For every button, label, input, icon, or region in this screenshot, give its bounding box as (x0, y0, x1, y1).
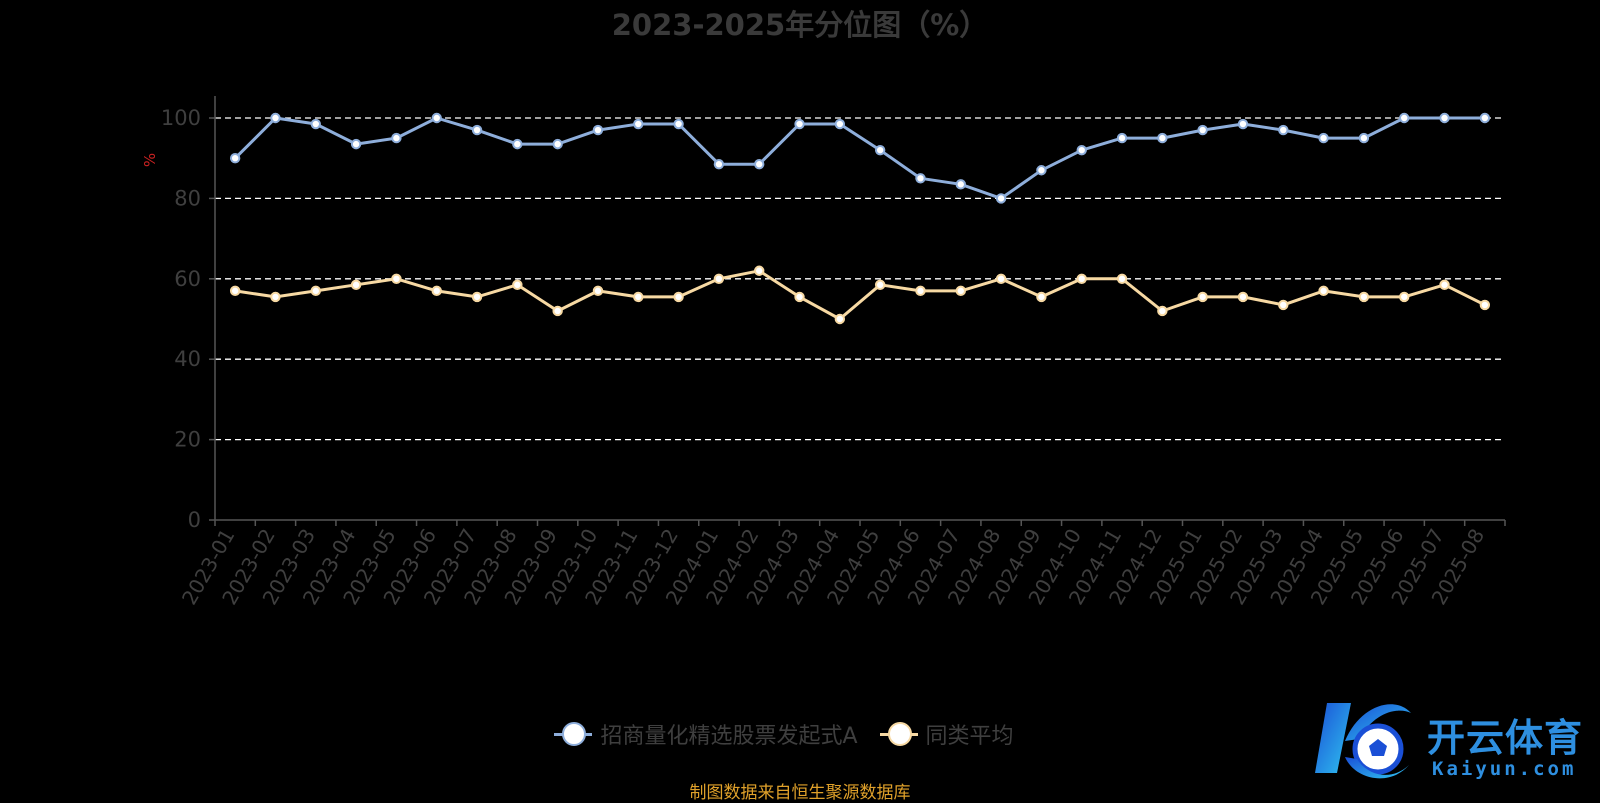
data-point[interactable] (1399, 291, 1410, 303)
data-point[interactable] (471, 124, 483, 136)
data-point[interactable] (754, 159, 765, 170)
data-point[interactable] (1157, 132, 1168, 144)
chart-title: 2023-2025年分位图（%） (611, 8, 989, 42)
data-point[interactable] (1036, 165, 1047, 176)
data-point[interactable] (431, 285, 442, 297)
data-point[interactable] (592, 285, 604, 297)
data-point[interactable] (270, 291, 281, 303)
data-point[interactable] (1197, 291, 1208, 303)
grid-lines (215, 117, 1505, 441)
data-point[interactable] (874, 279, 886, 291)
data-point[interactable] (1318, 285, 1329, 297)
data-point[interactable] (834, 118, 846, 130)
data-point[interactable] (229, 285, 241, 297)
data-point[interactable] (1036, 291, 1047, 303)
data-point[interactable] (512, 279, 523, 291)
data-point[interactable] (552, 305, 563, 317)
data-point[interactable] (754, 265, 765, 276)
data-point[interactable] (834, 313, 846, 325)
data-point[interactable] (713, 159, 725, 170)
data-point[interactable] (1358, 132, 1370, 144)
data-point[interactable] (1237, 118, 1249, 130)
data-point[interactable] (713, 273, 725, 284)
data-point[interactable] (1358, 291, 1370, 303)
data-point[interactable] (350, 279, 362, 291)
data-point[interactable] (633, 118, 644, 130)
legend-label-fund: 招商量化精选股票发起式A (600, 724, 858, 749)
data-point[interactable] (391, 273, 402, 284)
y-tick-label: 40 (174, 347, 201, 371)
data-point[interactable] (1439, 112, 1450, 124)
data-point[interactable] (673, 118, 684, 130)
watermark-name: 开云体育 (1427, 716, 1584, 760)
series-line-0 (234, 116, 1485, 200)
data-point[interactable] (794, 291, 805, 303)
data-point[interactable] (471, 291, 483, 303)
legend: 招商量化精选股票发起式A 同类平均 (0, 718, 1584, 750)
data-point[interactable] (1479, 112, 1491, 124)
data-point[interactable] (1116, 132, 1128, 144)
data-point[interactable] (310, 118, 321, 130)
watermark-logo: 开云体育 Kaiyun.com (1315, 695, 1595, 795)
data-point[interactable] (915, 285, 926, 297)
data-point[interactable] (1318, 132, 1329, 144)
data-point[interactable] (955, 179, 966, 190)
legend-item-average[interactable]: 同类平均 (879, 718, 1014, 750)
data-point[interactable] (995, 273, 1007, 284)
data-point[interactable] (391, 132, 402, 144)
data-point[interactable] (915, 173, 926, 184)
legend-item-fund[interactable]: 招商量化精选股票发起式A (554, 718, 858, 750)
data-points (229, 112, 1491, 325)
series-line-1 (234, 269, 1486, 321)
data-point[interactable] (229, 153, 241, 164)
data-point[interactable] (592, 124, 604, 136)
data-point[interactable] (1278, 299, 1289, 311)
y-tick-label: 20 (174, 428, 201, 452)
data-point[interactable] (1479, 299, 1491, 311)
y-tick-label: 60 (174, 267, 201, 291)
series-lines (234, 116, 1486, 321)
data-point[interactable] (310, 285, 321, 297)
data-point[interactable] (1439, 279, 1450, 291)
source-note: 制图数据来自恒生聚源数据库 (689, 783, 911, 803)
watermark-url: Kaiyun.com (1432, 758, 1577, 780)
data-point[interactable] (431, 112, 442, 124)
y-tick-label: 80 (174, 186, 201, 210)
legend-marker-fund-icon (554, 721, 593, 747)
legend-label-average: 同类平均 (925, 724, 1014, 749)
data-point[interactable] (350, 138, 362, 150)
y-axis-label: % (141, 153, 159, 167)
soccer-ball-k-logo-icon (1315, 703, 1411, 779)
data-point[interactable] (673, 291, 684, 303)
data-point[interactable] (955, 285, 966, 297)
data-point[interactable] (1076, 273, 1087, 284)
data-point[interactable] (1116, 273, 1128, 284)
data-point[interactable] (1278, 124, 1289, 136)
data-point[interactable] (552, 138, 563, 150)
data-point[interactable] (1076, 144, 1087, 156)
data-point[interactable] (1237, 291, 1249, 303)
data-point[interactable] (512, 138, 523, 150)
data-point[interactable] (270, 112, 281, 124)
data-point[interactable] (794, 118, 805, 130)
data-point[interactable] (874, 144, 886, 156)
data-point[interactable] (633, 291, 644, 303)
legend-marker-average-icon (879, 721, 918, 747)
data-point[interactable] (995, 193, 1007, 204)
y-tick-label: 0 (188, 508, 201, 532)
data-point[interactable] (1399, 112, 1410, 124)
axes: 0204060801002023-012023-022023-032023-04… (161, 96, 1506, 609)
data-point[interactable] (1157, 305, 1168, 317)
data-point[interactable] (1197, 124, 1208, 136)
y-tick-label: 100 (161, 106, 201, 130)
